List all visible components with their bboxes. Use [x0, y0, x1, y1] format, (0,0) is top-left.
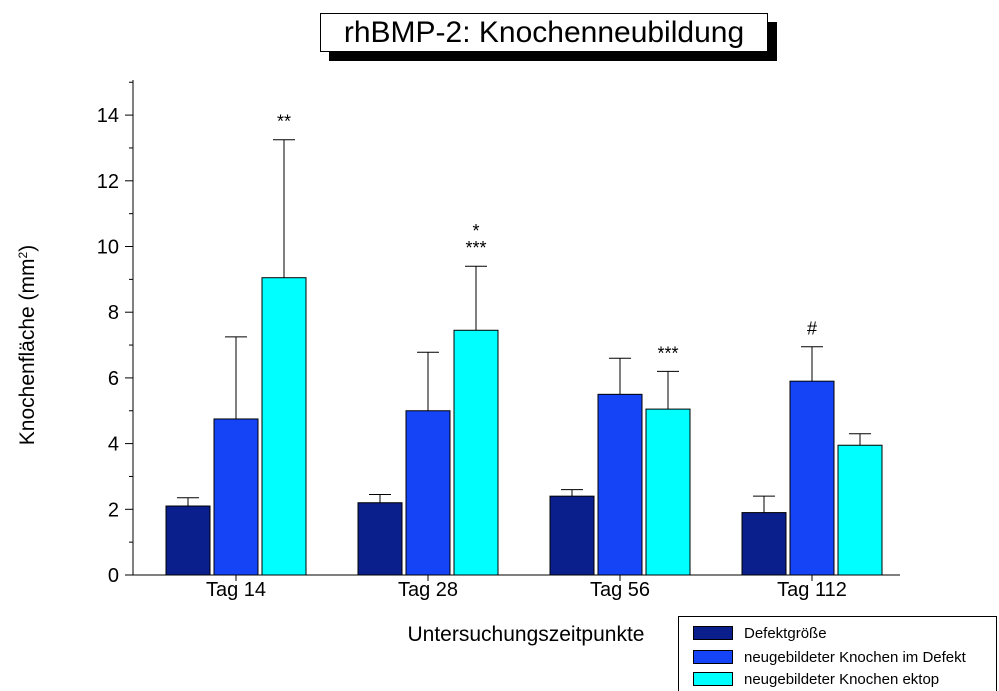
legend-label: Defektgröße — [744, 624, 827, 642]
y-tick-label: 2 — [108, 499, 119, 521]
significance-label: *** — [465, 238, 486, 258]
bar — [405, 410, 451, 576]
bar — [597, 393, 643, 576]
bar — [741, 512, 787, 576]
y-tick-label: 8 — [108, 302, 119, 324]
y-tick-label: 12 — [97, 171, 119, 193]
bar — [261, 277, 307, 576]
legend-item-defektgroesse: Defektgröße — [693, 624, 827, 642]
y-tick-label: 14 — [97, 105, 119, 127]
y-tick-label: 4 — [108, 434, 119, 456]
significance-label: *** — [657, 343, 678, 363]
bar — [549, 495, 595, 576]
x-tick-label: Tag 28 — [398, 579, 458, 601]
y-tick-label: 10 — [97, 237, 119, 259]
legend-swatch — [693, 650, 733, 664]
bar — [453, 329, 499, 576]
significance-label: * — [472, 221, 479, 241]
chart-title: rhBMP-2: Knochenneubildung — [320, 13, 768, 52]
bar — [789, 380, 835, 576]
legend-swatch — [693, 672, 733, 686]
y-axis-label: Knochenfläche (mm2) — [16, 245, 39, 445]
legend-label: neugebildeter Knochen im Defekt — [744, 648, 966, 666]
legend-item-knochen-im-defekt: neugebildeter Knochen im Defekt — [693, 648, 966, 666]
x-tick-label: Tag 14 — [206, 579, 266, 601]
significance-label: # — [807, 319, 817, 339]
legend: Defektgröße neugebildeter Knochen im Def… — [678, 616, 997, 691]
bar — [165, 505, 211, 576]
bar — [357, 502, 403, 576]
legend-swatch — [693, 626, 733, 640]
legend-item-knochen-ektop: neugebildeter Knochen ektop — [693, 670, 940, 688]
y-tick-label: 6 — [108, 368, 119, 390]
significance-label: ** — [277, 112, 291, 132]
bar — [213, 418, 259, 576]
x-axis-label: Untersuchungszeitpunkte — [408, 623, 645, 646]
legend-label: neugebildeter Knochen ektop — [744, 670, 940, 688]
y-tick-label: 0 — [108, 565, 119, 587]
x-tick-label: Tag 112 — [777, 579, 847, 601]
bar — [837, 444, 883, 576]
bar — [645, 408, 691, 576]
x-tick-label: Tag 56 — [590, 579, 650, 601]
